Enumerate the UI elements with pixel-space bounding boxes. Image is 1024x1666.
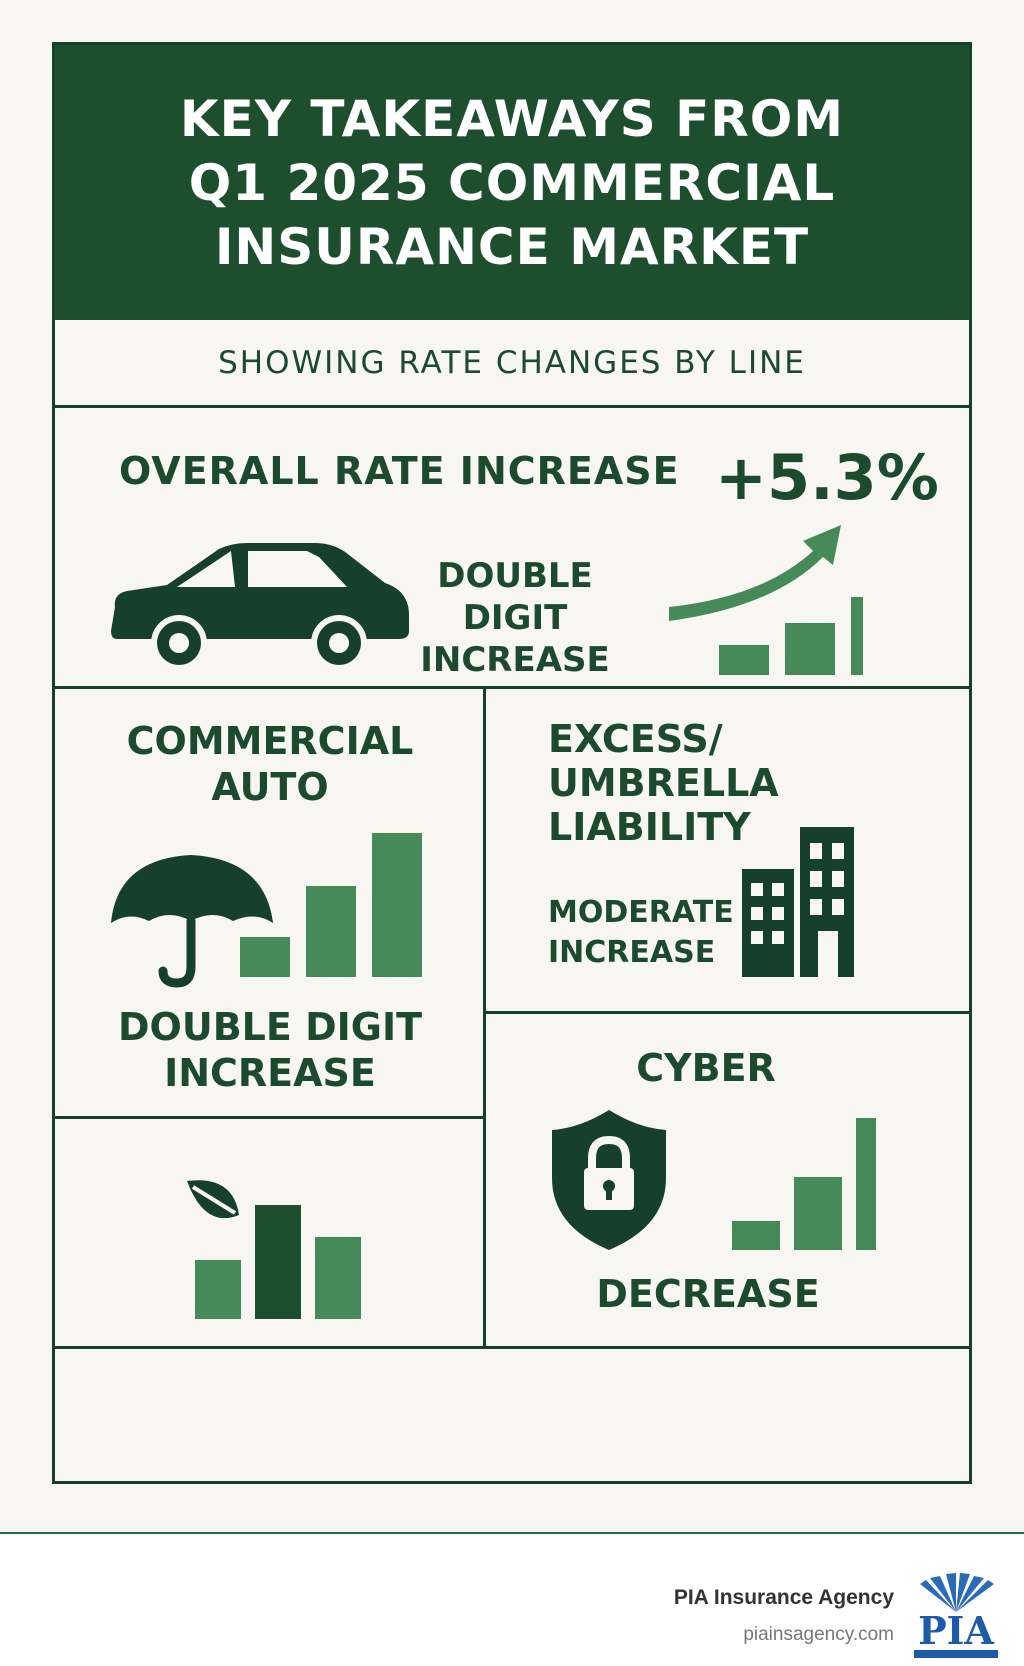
cyber-note: DECREASE [596, 1272, 820, 1316]
svg-text:PIA: PIA [918, 1608, 994, 1653]
excess-note-line2: INCREASE [548, 935, 716, 970]
subtitle: SHOWING RATE CHANGES BY LINE [55, 320, 969, 408]
pia-logo: PIA [910, 1572, 1002, 1660]
other-section [55, 1119, 483, 1349]
bar [785, 623, 835, 675]
divider [55, 1116, 486, 1119]
commercial-auto-note-line2: INCREASE [164, 1051, 376, 1095]
title-line-2: Q1 2025 COMMERCIAL [188, 153, 836, 212]
umbrella-icon [111, 855, 273, 988]
overall-heading: OVERALL RATE INCREASE [119, 449, 680, 493]
agency-name: PIA Insurance Agency [673, 1586, 894, 1609]
bar [719, 645, 769, 675]
bar [732, 1221, 780, 1250]
cyber-heading: CYBER [636, 1046, 776, 1090]
title-line-1: KEY TAKEAWAYS FROM [179, 89, 845, 148]
title-line-3: INSURANCE MARKET [214, 217, 810, 276]
commercial-auto-heading-line1: COMMERCIAL [126, 719, 414, 763]
excess-note-line1: MODERATE [548, 895, 734, 930]
cyber-section: CYBER DECREASE [486, 1014, 969, 1349]
cyber-chart [732, 1118, 876, 1250]
overall-note-line1: DOUBLE [437, 556, 593, 596]
bar [856, 1118, 876, 1250]
divider [55, 686, 969, 689]
bar [372, 833, 422, 977]
bar [794, 1177, 842, 1250]
bar [255, 1205, 301, 1319]
title-banner: KEY TAKEAWAYS FROM Q1 2025 COMMERCIAL IN… [55, 45, 969, 320]
bar [306, 886, 356, 977]
excess-heading-line3: LIABILITY [548, 805, 751, 849]
excess-heading-line2: UMBRELLA [548, 761, 779, 805]
shield-lock-icon [552, 1110, 666, 1250]
leaf-bar-chart [187, 1180, 361, 1319]
overall-note: DOUBLE DIGIT INCREASE [415, 555, 615, 681]
excess-section: EXCESS/ UMBRELLA LIABILITY MODERATE INCR… [486, 689, 969, 1011]
building-icon [742, 827, 854, 977]
overall-note-line3: INCREASE [420, 640, 610, 680]
overall-trend-chart [669, 525, 863, 675]
page-title: KEY TAKEAWAYS FROM Q1 2025 COMMERCIAL IN… [180, 87, 844, 279]
bar [851, 597, 863, 675]
divider [486, 1011, 969, 1014]
overall-value: +5.3% [715, 441, 939, 514]
overall-section: OVERALL RATE INCREASE +5.3% DOUBLE DIGIT… [55, 411, 969, 689]
bar [315, 1237, 361, 1319]
overall-note-line2: DIGIT [462, 598, 568, 638]
commercial-auto-section: COMMERCIAL AUTO DOUBLE DIGIT INCREASE [55, 689, 485, 1119]
commercial-auto-heading-line2: AUTO [211, 765, 329, 809]
car-icon [111, 543, 409, 669]
excess-heading-line1: EXCESS/ [548, 717, 723, 761]
bar [195, 1260, 241, 1319]
commercial-auto-chart [240, 833, 422, 977]
commercial-auto-note-line1: DOUBLE DIGIT [118, 1005, 422, 1049]
footer: PIA Insurance Agency piainsagency.com PI… [0, 1532, 1024, 1666]
trend-arrow-icon [669, 525, 841, 621]
divider [483, 689, 486, 1349]
divider [55, 1346, 969, 1349]
bar [240, 937, 290, 977]
infographic-frame: KEY TAKEAWAYS FROM Q1 2025 COMMERCIAL IN… [52, 42, 972, 1484]
agency-website[interactable]: piainsagency.com [743, 1624, 894, 1645]
